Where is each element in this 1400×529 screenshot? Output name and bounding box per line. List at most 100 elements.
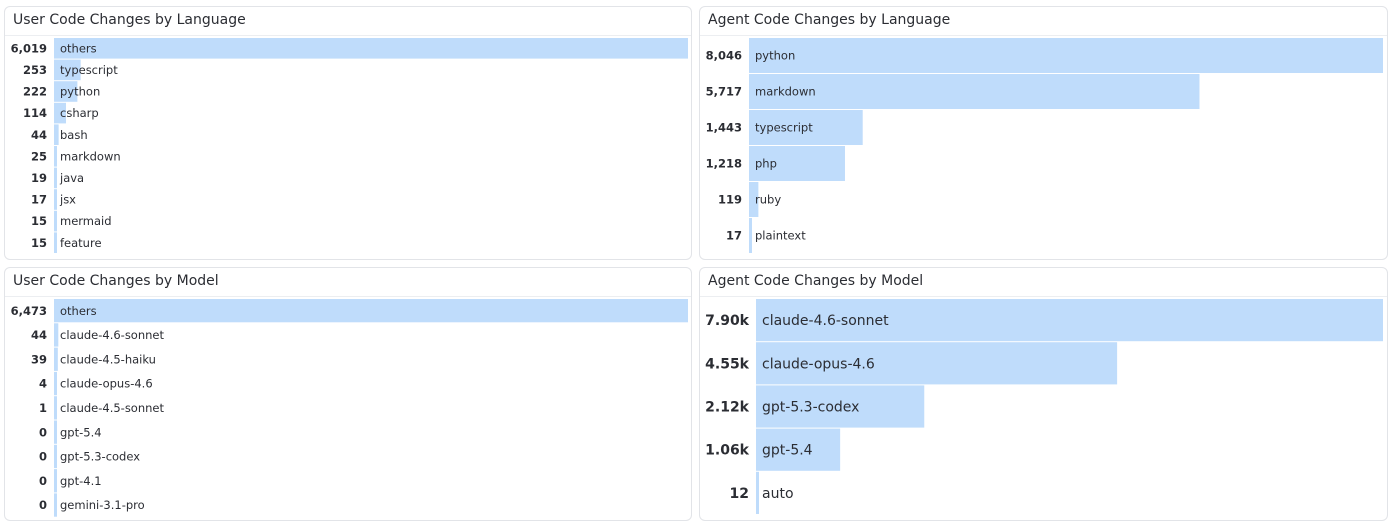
value-label: 19 — [31, 171, 47, 185]
value-label: 44 — [31, 128, 47, 142]
value-label: 1,218 — [706, 157, 742, 171]
value-label: 1.06k — [705, 443, 750, 459]
panel-title: Agent Code Changes by Model — [708, 273, 924, 289]
category-label: python — [755, 49, 795, 63]
value-label: 6,019 — [11, 41, 47, 55]
value-label: 4 — [39, 377, 47, 391]
bar-gemini-3.1-pro — [54, 493, 57, 517]
title-divider — [5, 35, 691, 36]
bar-feature — [54, 232, 57, 253]
value-label: 44 — [31, 328, 47, 342]
bar-typescript — [749, 110, 863, 145]
category-label: csharp — [60, 106, 99, 120]
category-label: gpt-5.3-codex — [762, 400, 859, 416]
value-label: 17 — [31, 193, 47, 207]
title-divider — [700, 296, 1387, 297]
bar-gpt-5.4 — [54, 420, 57, 444]
value-label: 0 — [39, 450, 47, 464]
value-label: 17 — [726, 229, 742, 243]
user-model-bar-chart: 6,473 others 44 claude-4.6-sonnet 39 claude-4… — [11, 299, 688, 517]
bar-auto — [756, 471, 759, 514]
category-label: php — [755, 157, 777, 171]
category-label: feature — [60, 236, 102, 250]
bar-python — [749, 38, 1383, 73]
category-label: markdown — [755, 85, 816, 99]
category-label: typescript — [60, 63, 118, 77]
title-divider — [5, 296, 691, 297]
agent-code-changes-by-language-panel: Agent Code Changes by Language 8,046 pyth… — [699, 6, 1388, 260]
category-label: claude-4.6-sonnet — [60, 328, 164, 342]
value-label: 119 — [718, 193, 742, 207]
value-label: 253 — [23, 63, 47, 77]
title-divider — [700, 35, 1387, 36]
category-label: gpt-5.3-codex — [60, 450, 140, 464]
agent-code-changes-by-model-panel: Agent Code Changes by Model 7.90k claude-… — [699, 267, 1388, 521]
bar-claude-opus-4.6 — [54, 371, 57, 396]
value-label: 6,473 — [11, 304, 47, 318]
category-label: python — [60, 85, 100, 99]
bar-gpt-4.1 — [54, 469, 57, 493]
panel-title: User Code Changes by Model — [13, 273, 219, 289]
agent-language-bar-chart: 8,046 python 5,717 markdown 1,443 typescript 1… — [706, 38, 1383, 253]
value-label: 39 — [31, 352, 47, 366]
category-label: claude-opus-4.6 — [762, 356, 875, 372]
category-label: gemini-3.1-pro — [60, 498, 145, 512]
bar-typescript — [54, 59, 81, 81]
value-label: 114 — [23, 106, 47, 120]
category-label: others — [60, 41, 97, 55]
bar-claude-4.5-sonnet — [54, 396, 57, 420]
value-label: 7.90k — [705, 313, 750, 329]
category-label: ruby — [755, 193, 781, 207]
value-label: 25 — [31, 149, 47, 163]
user-code-changes-by-model-panel: User Code Changes by Model 6,473 others 44… — [4, 267, 692, 521]
value-label: 4.55k — [705, 356, 750, 372]
panel-title: User Code Changes by Language — [13, 12, 246, 28]
value-label: 0 — [39, 474, 47, 488]
bar-jsx — [54, 189, 57, 210]
value-label: 15 — [31, 236, 47, 250]
category-label: gpt-5.4 — [762, 443, 813, 459]
user-language-bar-chart: 6,019 others 253 typescript 222 python 114 csha… — [11, 38, 688, 253]
value-label: 2.12k — [705, 400, 750, 416]
bar-csharp — [54, 102, 67, 124]
category-label: java — [59, 171, 84, 185]
bar-php — [749, 146, 845, 181]
bar-bash — [54, 124, 59, 145]
value-label: 1 — [39, 401, 47, 415]
bar-claude-4.6-sonnet — [54, 323, 59, 347]
value-label: 222 — [23, 85, 47, 99]
value-label: 0 — [39, 498, 47, 512]
category-label: jsx — [59, 193, 76, 207]
bar-python — [54, 81, 78, 102]
value-label: 1,443 — [706, 121, 742, 135]
category-label: markdown — [60, 149, 121, 163]
category-label: claude-4.5-sonnet — [60, 401, 164, 415]
value-label: 12 — [730, 486, 749, 502]
category-label: gpt-5.4 — [60, 425, 102, 439]
category-label: others — [60, 304, 97, 318]
bar-markdown — [749, 74, 1200, 109]
bar-mermaid — [54, 210, 57, 232]
agent-model-bar-chart: 7.90k claude-4.6-sonnet 4.55k claude-opus-4… — [705, 299, 1383, 514]
value-label: 0 — [39, 425, 47, 439]
bar-claude-4.6-sonnet — [756, 299, 1383, 342]
bar-java — [54, 167, 57, 189]
value-label: 15 — [31, 214, 47, 228]
bar-others — [54, 299, 688, 323]
category-label: claude-4.5-haiku — [60, 352, 156, 366]
category-label: plaintext — [755, 229, 806, 243]
bar-plaintext — [749, 218, 752, 253]
category-label: mermaid — [60, 214, 112, 228]
category-label: gpt-4.1 — [60, 474, 102, 488]
value-label: 5,717 — [706, 85, 742, 99]
bar-gpt-5.4 — [756, 428, 841, 471]
bar-ruby — [749, 182, 759, 217]
panel-title: Agent Code Changes by Language — [708, 12, 951, 28]
bar-gpt-5.3-codex — [756, 385, 925, 428]
bar-claude-4.5-haiku — [54, 347, 58, 371]
bar-claude-opus-4.6 — [756, 342, 1118, 385]
category-label: claude-4.6-sonnet — [762, 313, 889, 329]
bar-gpt-5.3-codex — [54, 444, 57, 469]
category-label: claude-opus-4.6 — [60, 377, 153, 391]
user-code-changes-by-language-panel: User Code Changes by Language 6,019 other… — [4, 6, 692, 260]
